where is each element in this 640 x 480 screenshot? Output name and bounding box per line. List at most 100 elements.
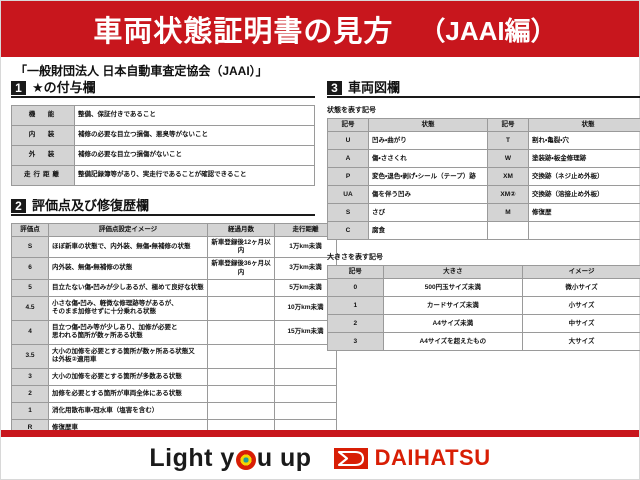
table-row: P 変色・退色・剥げ・シール（テープ）跡 XM 交換跡（ネジ止め外板） (327, 167, 640, 187)
score-description: 内外装、無傷・無補修の状態 (48, 257, 208, 280)
score-description: 消化用散布車・冠水車（塩害を含む） (48, 401, 208, 420)
table-row: U 凹み・曲がり T 割れ・亀裂・穴 (327, 131, 640, 151)
condition-symbols-label: 状態を表す記号 (327, 107, 376, 114)
symbol-cell: XM (487, 167, 529, 187)
size-symbols-label: 大きさを表す記号 (327, 254, 383, 262)
table-row: S さび M 修復歴 (327, 203, 640, 223)
brand-name: DAIHATSU (374, 445, 491, 470)
symbol-cell: XM② (487, 185, 529, 205)
score-cell: 4 (11, 319, 49, 345)
symbol-cell: W (487, 149, 529, 169)
footer-branding: Light y u up DAIHATSU (1, 437, 639, 479)
condition-text: 修復歴 (528, 203, 640, 223)
score-cell: 3 (11, 367, 49, 386)
table-row: 3 大小の加修を必要とする箇所が多数ある状態 (11, 367, 337, 386)
table-row: 4 目立つ傷・凹み等が少しあり、加修が必要と 思われる箇所が数ヶ所ある状態 15… (11, 319, 337, 345)
score-description: 小さな傷・凹み、軽微な修理跡等があるが、 そのまま加修せずに十分乗れる状態 (48, 295, 208, 321)
months-cell (207, 367, 275, 386)
column-header-months: 経過月数 (207, 222, 275, 238)
months-cell: 新車登録後12ヶ月以内 (207, 236, 275, 259)
footer-rule (1, 430, 639, 437)
table-row: 外 装 補修の必要な目立つ損傷がないこと (11, 145, 315, 166)
section-number-badge: 2 (11, 199, 26, 213)
criteria-text: 整備、保証付きであること (74, 105, 315, 126)
score-cell: 1 (11, 401, 49, 420)
column-header-distance: 走行距離 (274, 222, 337, 238)
size-symbol-cell: 3 (327, 332, 384, 352)
table-header-row: 記号 大きさ イメージ (327, 265, 640, 280)
months-cell (207, 401, 275, 420)
size-text: A4サイズ未満 (382, 314, 524, 334)
size-text: 500円玉サイズ未満 (382, 278, 524, 298)
table-row: A 傷・ささくれ W 塗装跡・板金修理跡 (327, 149, 640, 169)
symbol-cell: A (327, 149, 369, 169)
score-cell: 5 (11, 278, 49, 297)
page-title-suffix: （JAAI編） (419, 15, 557, 46)
score-cell: S (11, 236, 49, 259)
size-image-text: 中サイズ (522, 314, 640, 334)
table-row: 3.5 大小の加修を必要とする箇所が数ヶ所ある状態又 は外板②適用車 (11, 343, 337, 369)
months-cell (207, 343, 275, 369)
score-description: 大小の加修を必要とする箇所が多数ある状態 (48, 367, 208, 386)
condition-table-head: 記号 状態 記号 状態 (327, 117, 640, 133)
table-row: 2 A4サイズ未満 中サイズ (327, 314, 640, 334)
table-row: 1 カードサイズ未満 小サイズ (327, 296, 640, 316)
table-row: 機 能 整備、保証付きであること (11, 105, 315, 126)
column-header-condition-1: 状態 (368, 117, 488, 133)
symbol-cell: U (327, 131, 369, 151)
column-header-condition-2: 状態 (528, 117, 640, 133)
symbol-cell: T (487, 131, 529, 151)
symbol-cell: M (487, 203, 529, 223)
size-symbol-cell: 0 (327, 278, 384, 298)
daihatsu-logo-icon (333, 447, 368, 469)
column-header-size: 大きさ (382, 265, 524, 280)
table-row: 1 消化用散布車・冠水車（塩害を含む） (11, 401, 337, 420)
criteria-label: 外 装 (11, 145, 75, 166)
section-2-heading: 2 評価点及び修復歴欄 (11, 199, 315, 216)
score-cell: 2 (11, 384, 49, 403)
symbol-cell: S (327, 203, 369, 223)
condition-text: 変色・退色・剥げ・シール（テープ）跡 (368, 167, 488, 187)
page-title: 車両状態証明書の見方 (93, 16, 394, 48)
size-text: カードサイズ未満 (382, 296, 524, 316)
size-text: A4サイズを超えたもの (382, 332, 524, 352)
section-title: 評価点及び修復歴欄 (32, 198, 150, 213)
score-description: 目立たない傷・凹みが少しあるが、極めて良好な状態 (48, 278, 208, 297)
section-number-badge: 3 (327, 81, 342, 95)
months-cell (207, 384, 275, 403)
criteria-text: 補修の必要な目立つ損傷がないこと (74, 145, 315, 166)
score-description: 加修を必要とする箇所が車両全体にある状態 (48, 384, 208, 403)
score-description: 目立つ傷・凹み等が少しあり、加修が必要と 思われる箇所が数ヶ所ある状態 (48, 319, 208, 345)
table-row: C 腐食 (327, 221, 640, 241)
size-image-text: 小サイズ (522, 296, 640, 316)
table-row: 3 A4サイズを超えたもの 大サイズ (327, 332, 640, 352)
criteria-label: 走行距離 (11, 165, 75, 186)
evaluation-table-head: 評価点 評価点設定イメージ 経過月数 走行距離 (11, 222, 337, 238)
condition-text (528, 221, 640, 241)
symbol-cell: UA (327, 185, 369, 205)
condition-text: 交換跡（溶接止め外板） (528, 185, 640, 205)
distance-cell (274, 343, 337, 369)
months-cell (207, 319, 275, 345)
table-header-row: 記号 状態 記号 状態 (327, 117, 640, 133)
size-table-head: 記号 大きさ イメージ (327, 265, 640, 280)
size-table-body: 0 500円玉サイズ未満 微小サイズ 1 カードサイズ未満 小サイズ 2 A4サ… (327, 278, 640, 352)
condition-text: さび (368, 203, 488, 223)
section-number-badge: 1 (11, 81, 26, 95)
condition-text: 塗装跡・板金修理跡 (528, 149, 640, 169)
condition-table-body: U 凹み・曲がり T 割れ・亀裂・穴 A 傷・ささくれ W 塗装跡・板金修理跡 … (327, 131, 640, 241)
section-1-heading: 1 ★の付与欄 (11, 81, 315, 98)
score-description: ほぼ新車の状態で、内外装、無傷・無補修の状態 (48, 236, 208, 259)
size-image-text: 大サイズ (522, 332, 640, 352)
distance-cell: 10万km未満 (274, 295, 337, 321)
condition-text: 傷を伴う凹み (368, 185, 488, 205)
condition-text: 傷・ささくれ (368, 149, 488, 169)
content-columns: 1 ★の付与欄 機 能 整備、保証付きであること 内 装 補修の必要な目立つ損傷… (1, 81, 640, 459)
size-symbols-table: 記号 大きさ イメージ 0 500円玉サイズ未満 微小サイズ 1 カードサイズ未… (327, 265, 640, 352)
column-header-score: 評価点 (11, 222, 49, 238)
section-3-heading: 3 車両図欄 (327, 81, 640, 98)
condition-text: 腐食 (368, 221, 488, 241)
tagline: Light y u up (149, 444, 311, 473)
condition-text: 凹み・曲がり (368, 131, 488, 151)
table-row: 内 装 補修の必要な目立つ損傷、悪臭等がないこと (11, 125, 315, 146)
